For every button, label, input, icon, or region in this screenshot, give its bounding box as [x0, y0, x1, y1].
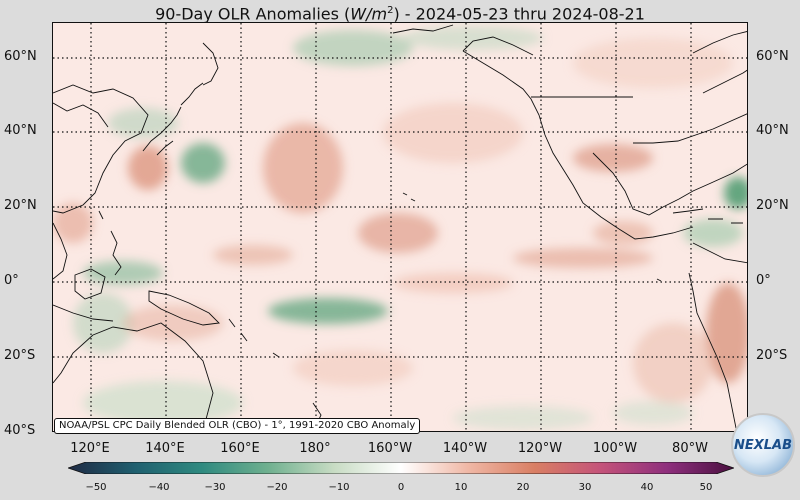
colorbar-tick: 10: [454, 482, 468, 493]
source-note: NOAA/PSL CPC Daily Blended OLR (CBO) - 1…: [54, 418, 421, 434]
lon-label: 140°W: [442, 441, 488, 456]
lat-label-right: 40°N: [756, 123, 789, 138]
colorbar-tick: −40: [148, 482, 170, 493]
lon-label: 80°W: [672, 441, 708, 456]
lat-label-left: 20°N: [4, 198, 37, 213]
lat-label-left: 40°S: [4, 423, 36, 438]
nexlab-logo: NEXLAB: [731, 413, 795, 477]
lat-label-left: 60°N: [4, 49, 37, 64]
colorbar-tick: −30: [204, 482, 226, 493]
lat-label-right: 60°N: [756, 49, 789, 64]
anomaly-map: [53, 23, 747, 431]
lat-label-right: 20°S: [756, 348, 788, 363]
colorbar-tick: 20: [516, 482, 530, 493]
lon-label: 180°: [299, 441, 331, 456]
colorbar: [68, 462, 734, 474]
lat-label-left: 40°N: [4, 123, 37, 138]
map-panel: [52, 22, 748, 432]
colorbar-tick: 50: [699, 482, 713, 493]
colorbar-tick: −10: [328, 482, 350, 493]
lat-label-right: 20°N: [756, 198, 789, 213]
lon-label: 160°W: [367, 441, 413, 456]
chart-title: 90-Day OLR Anomalies (W/m2) - 2024-05-23…: [155, 4, 645, 24]
lon-label: 100°W: [592, 441, 638, 456]
lon-label: 120°W: [517, 441, 563, 456]
colorbar-tick: 30: [578, 482, 592, 493]
colorbar-tick: −20: [266, 482, 288, 493]
lon-label: 140°E: [145, 441, 185, 456]
colorbar-tick: 40: [640, 482, 654, 493]
lat-label-right: 0°: [756, 273, 771, 288]
colorbar-tick: −50: [85, 482, 107, 493]
colorbar-tick: 0: [397, 482, 405, 493]
logo-label: NEXLAB: [733, 437, 793, 453]
lat-label-left: 0°: [4, 273, 19, 288]
lon-label: 120°E: [70, 441, 110, 456]
lat-label-left: 20°S: [4, 348, 36, 363]
lon-label: 160°E: [220, 441, 260, 456]
